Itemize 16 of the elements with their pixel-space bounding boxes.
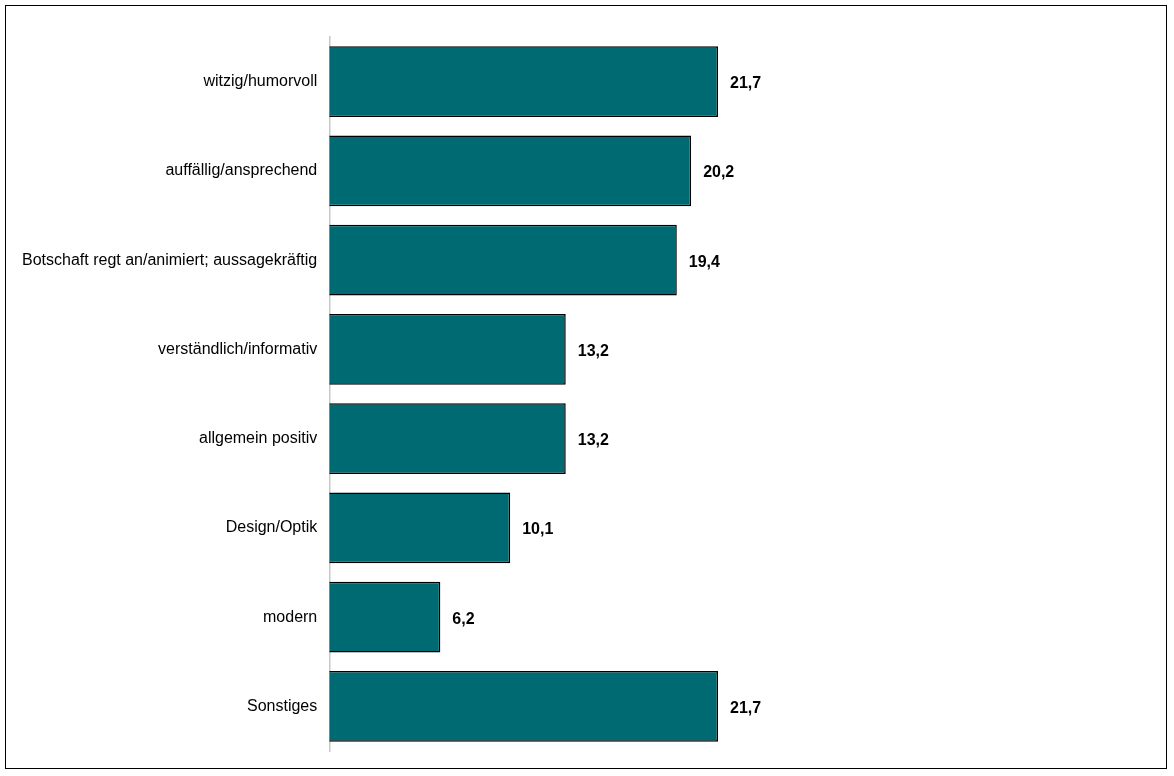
y-tick-label: witzig/humorvoll [202,72,318,90]
data-label: 20,2 [703,163,735,181]
data-label: 19,4 [688,252,721,270]
y-tick-label: auffällig/ansprechend [165,161,318,179]
data-label: 21,7 [730,74,762,92]
data-label: 13,2 [577,341,609,359]
y-tick-label: modern [263,607,318,625]
y-tick-label: Botschaft regt an/animiert; aussagekräftig [22,250,318,268]
y-tick-label: verständlich/informativ [158,339,318,357]
data-label: 6,2 [452,609,475,627]
y-tick-label: Sonstiges [247,696,318,714]
y-tick-label: Design/Optik [225,518,319,536]
y-tick-label: allgemein positiv [198,429,318,447]
data-label: 21,7 [730,698,762,716]
data-label: 13,2 [577,431,609,449]
data-label: 10,1 [522,520,554,538]
